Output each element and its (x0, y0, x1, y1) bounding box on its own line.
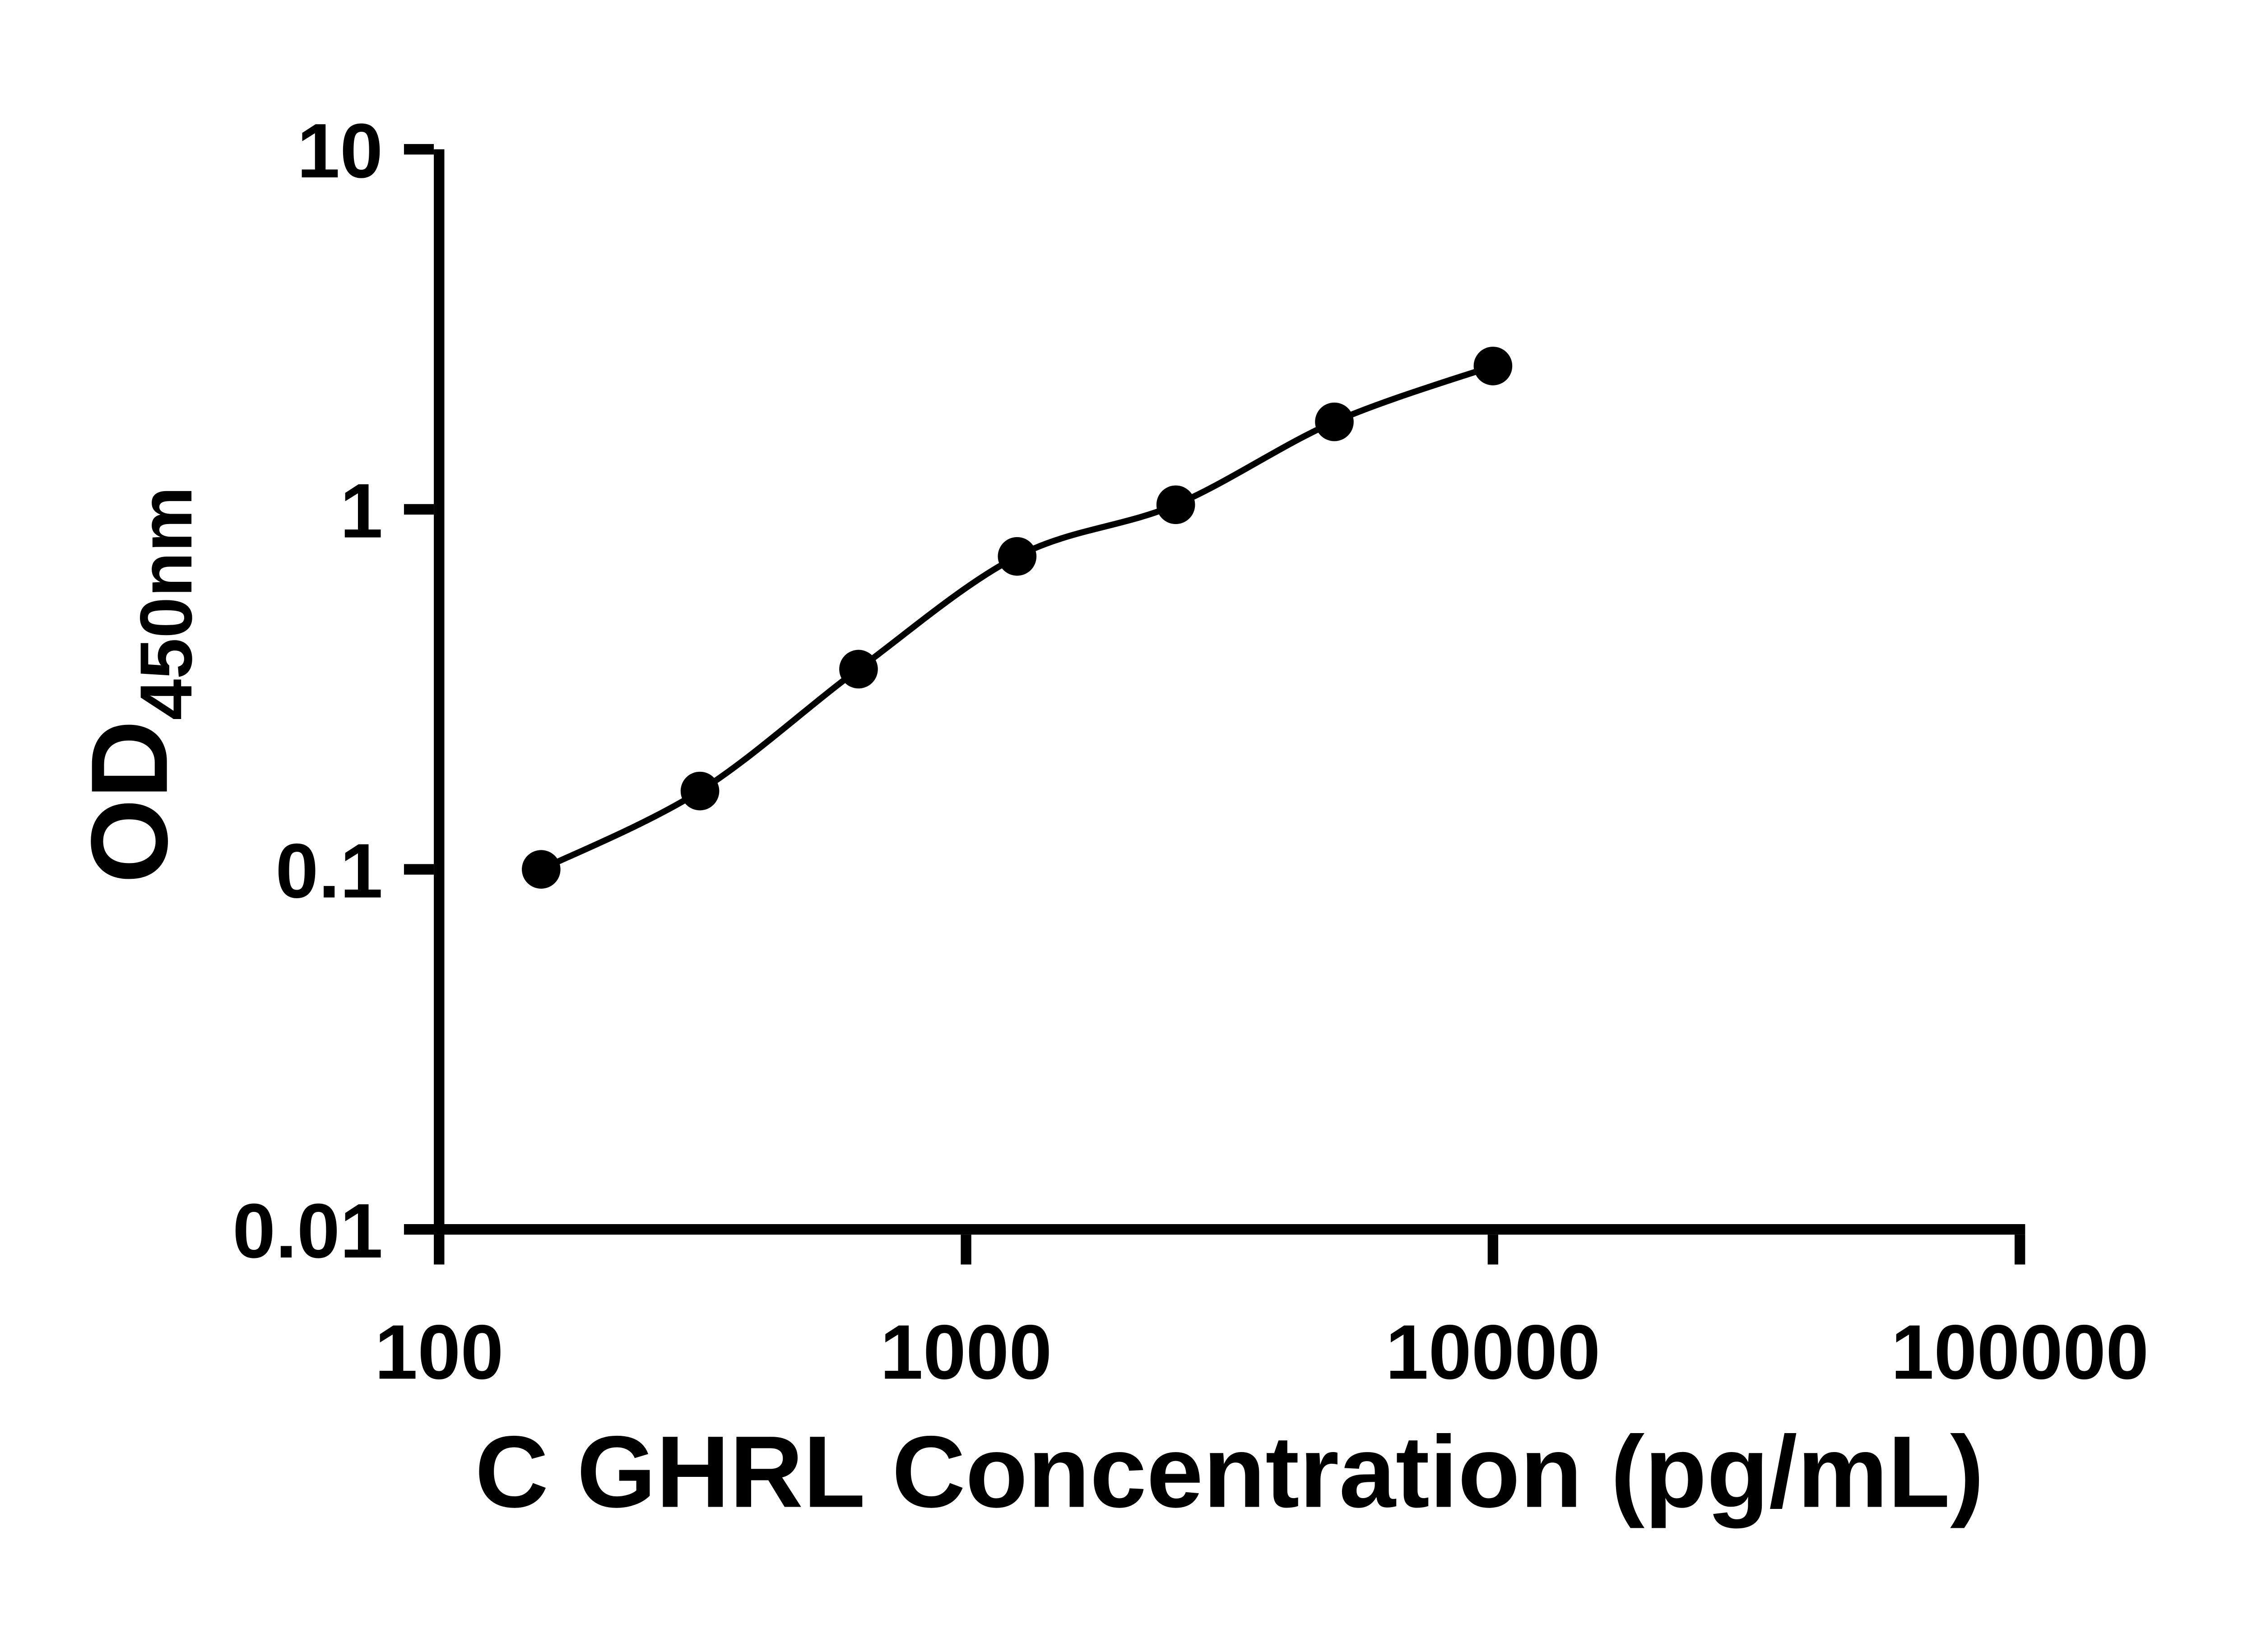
data-point (1156, 485, 1195, 524)
data-point (839, 650, 878, 689)
x-axis-title: C GHRL Concentration (pg/mL) (475, 1415, 1984, 1529)
x-tick-label: 1000 (880, 1309, 1052, 1395)
data-point (522, 850, 561, 889)
data-point (1473, 347, 1513, 385)
x-tick-label: 10000 (1385, 1309, 1600, 1395)
y-tick-label: 0.1 (275, 828, 383, 914)
data-point (680, 771, 720, 811)
axes: 100 1000 10000 100000 10 1 0.1 0.01 (232, 108, 2149, 1395)
data-series (522, 347, 1513, 889)
y-tick-label: 0.01 (232, 1188, 383, 1274)
data-point (998, 537, 1037, 576)
data-point (1315, 402, 1354, 441)
standard-curve-chart: 100 1000 10000 100000 10 1 0.1 0.01 C GHRL Conc… (69, 107, 2149, 1529)
y-tick-label: 10 (297, 108, 383, 194)
x-tick-label: 100 (375, 1309, 504, 1395)
y-axis-title-subscript: 450nm (125, 487, 207, 720)
x-tick-label: 100000 (1891, 1309, 2149, 1395)
y-axis-title-main: OD (69, 720, 190, 883)
y-tick-label: 1 (340, 468, 383, 554)
y-axis-title: OD450nm (69, 487, 207, 884)
